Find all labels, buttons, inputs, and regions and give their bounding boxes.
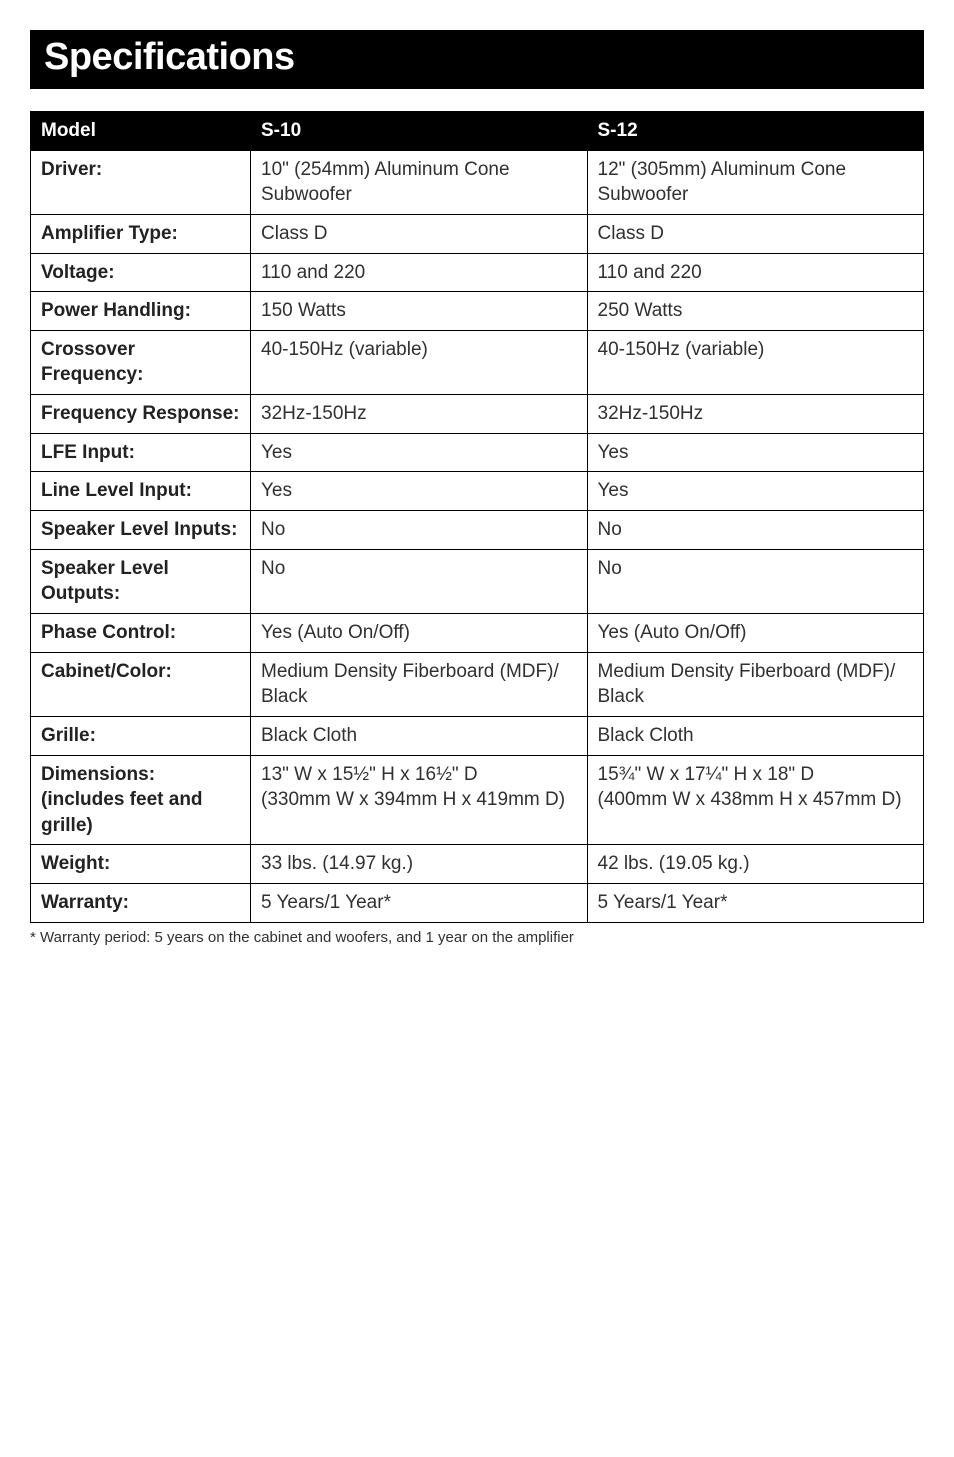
cell-s10: 150 Watts xyxy=(251,292,588,331)
cell-line: Black xyxy=(598,684,914,710)
cell-line: (400mm W x 438mm H x 457mm D) xyxy=(598,787,914,813)
cell-s12: 42 lbs. (19.05 kg.) xyxy=(587,845,924,884)
cell-s12: 32Hz-150Hz xyxy=(587,395,924,434)
label-line: Dimensions: xyxy=(41,762,240,788)
cell-s10: 13" W x 15½" H x 16½" D (330mm W x 394mm… xyxy=(251,755,588,845)
cell-s10: 110 and 220 xyxy=(251,253,588,292)
cell-s12: Medium Density Fiberboard (MDF)/ Black xyxy=(587,652,924,716)
row-label: Voltage: xyxy=(31,253,251,292)
label-line: (includes feet and grille) xyxy=(41,787,240,838)
row-label: Crossover Frequency: xyxy=(31,330,251,394)
cell-s10: 32Hz-150Hz xyxy=(251,395,588,434)
cell-s10: Black Cloth xyxy=(251,716,588,755)
page: Specifications Model S-10 S-12 Driver: 1… xyxy=(0,0,954,946)
table-row: Speaker Level Outputs: No No xyxy=(31,549,924,613)
row-label: Weight: xyxy=(31,845,251,884)
table-row: Warranty: 5 Years/1 Year* 5 Years/1 Year… xyxy=(31,884,924,923)
table-row: Power Handling: 150 Watts 250 Watts xyxy=(31,292,924,331)
cell-s12: Yes xyxy=(587,433,924,472)
cell-s10: Medium Density Fiberboard (MDF)/ Black xyxy=(251,652,588,716)
table-row: Driver: 10" (254mm) Aluminum Cone Subwoo… xyxy=(31,150,924,214)
table-header-row: Model S-10 S-12 xyxy=(31,112,924,151)
row-label: Phase Control: xyxy=(31,613,251,652)
row-label: Line Level Input: xyxy=(31,472,251,511)
row-label: Speaker Level Outputs: xyxy=(31,549,251,613)
cell-s12: No xyxy=(587,511,924,550)
section-title: Specifications xyxy=(30,30,924,89)
cell-s12: No xyxy=(587,549,924,613)
table-row: Weight: 33 lbs. (14.97 kg.) 42 lbs. (19.… xyxy=(31,845,924,884)
row-label: Frequency Response: xyxy=(31,395,251,434)
cell-s10: No xyxy=(251,549,588,613)
cell-s12: 15¾" W x 17¼" H x 18" D (400mm W x 438mm… xyxy=(587,755,924,845)
cell-s12: 250 Watts xyxy=(587,292,924,331)
cell-s10: 33 lbs. (14.97 kg.) xyxy=(251,845,588,884)
specifications-table: Model S-10 S-12 Driver: 10" (254mm) Alum… xyxy=(30,111,924,923)
table-row: Cabinet/Color: Medium Density Fiberboard… xyxy=(31,652,924,716)
cell-line: Black xyxy=(261,684,577,710)
cell-s10: Class D xyxy=(251,214,588,253)
cell-s10: Yes (Auto On/Off) xyxy=(251,613,588,652)
row-label: Cabinet/Color: xyxy=(31,652,251,716)
cell-s12: Yes (Auto On/Off) xyxy=(587,613,924,652)
table-row: Frequency Response: 32Hz-150Hz 32Hz-150H… xyxy=(31,395,924,434)
cell-s12: 12" (305mm) Aluminum Cone Subwoofer xyxy=(587,150,924,214)
table-row: Line Level Input: Yes Yes xyxy=(31,472,924,511)
row-label: Driver: xyxy=(31,150,251,214)
cell-s10: No xyxy=(251,511,588,550)
row-label: Speaker Level Inputs: xyxy=(31,511,251,550)
warranty-footnote: * Warranty period: 5 years on the cabine… xyxy=(30,929,924,946)
header-label: Model xyxy=(31,112,251,151)
cell-s10: 5 Years/1 Year* xyxy=(251,884,588,923)
row-label: LFE Input: xyxy=(31,433,251,472)
table-row: Crossover Frequency: 40-150Hz (variable)… xyxy=(31,330,924,394)
header-col-s12: S-12 xyxy=(587,112,924,151)
cell-line: Medium Density Fiberboard (MDF)/ xyxy=(598,659,914,685)
table-row: LFE Input: Yes Yes xyxy=(31,433,924,472)
table-row: Speaker Level Inputs: No No xyxy=(31,511,924,550)
cell-s12: Yes xyxy=(587,472,924,511)
table-body: Model S-10 S-12 Driver: 10" (254mm) Alum… xyxy=(31,112,924,923)
table-row: Grille: Black Cloth Black Cloth xyxy=(31,716,924,755)
cell-line: 15¾" W x 17¼" H x 18" D xyxy=(598,762,914,788)
header-col-s10: S-10 xyxy=(251,112,588,151)
cell-s10: Yes xyxy=(251,433,588,472)
cell-s12: Class D xyxy=(587,214,924,253)
cell-s12: 5 Years/1 Year* xyxy=(587,884,924,923)
cell-s10: 10" (254mm) Aluminum Cone Subwoofer xyxy=(251,150,588,214)
table-row: Dimensions: (includes feet and grille) 1… xyxy=(31,755,924,845)
cell-line: (330mm W x 394mm H x 419mm D) xyxy=(261,787,577,813)
table-row: Phase Control: Yes (Auto On/Off) Yes (Au… xyxy=(31,613,924,652)
row-label: Warranty: xyxy=(31,884,251,923)
cell-line: Medium Density Fiberboard (MDF)/ xyxy=(261,659,577,685)
cell-s12: 110 and 220 xyxy=(587,253,924,292)
cell-s12: 40-150Hz (variable) xyxy=(587,330,924,394)
row-label: Grille: xyxy=(31,716,251,755)
table-row: Voltage: 110 and 220 110 and 220 xyxy=(31,253,924,292)
cell-s10: Yes xyxy=(251,472,588,511)
table-row: Amplifier Type: Class D Class D xyxy=(31,214,924,253)
row-label: Dimensions: (includes feet and grille) xyxy=(31,755,251,845)
row-label: Power Handling: xyxy=(31,292,251,331)
cell-s10: 40-150Hz (variable) xyxy=(251,330,588,394)
row-label: Amplifier Type: xyxy=(31,214,251,253)
cell-line: 13" W x 15½" H x 16½" D xyxy=(261,762,577,788)
cell-s12: Black Cloth xyxy=(587,716,924,755)
